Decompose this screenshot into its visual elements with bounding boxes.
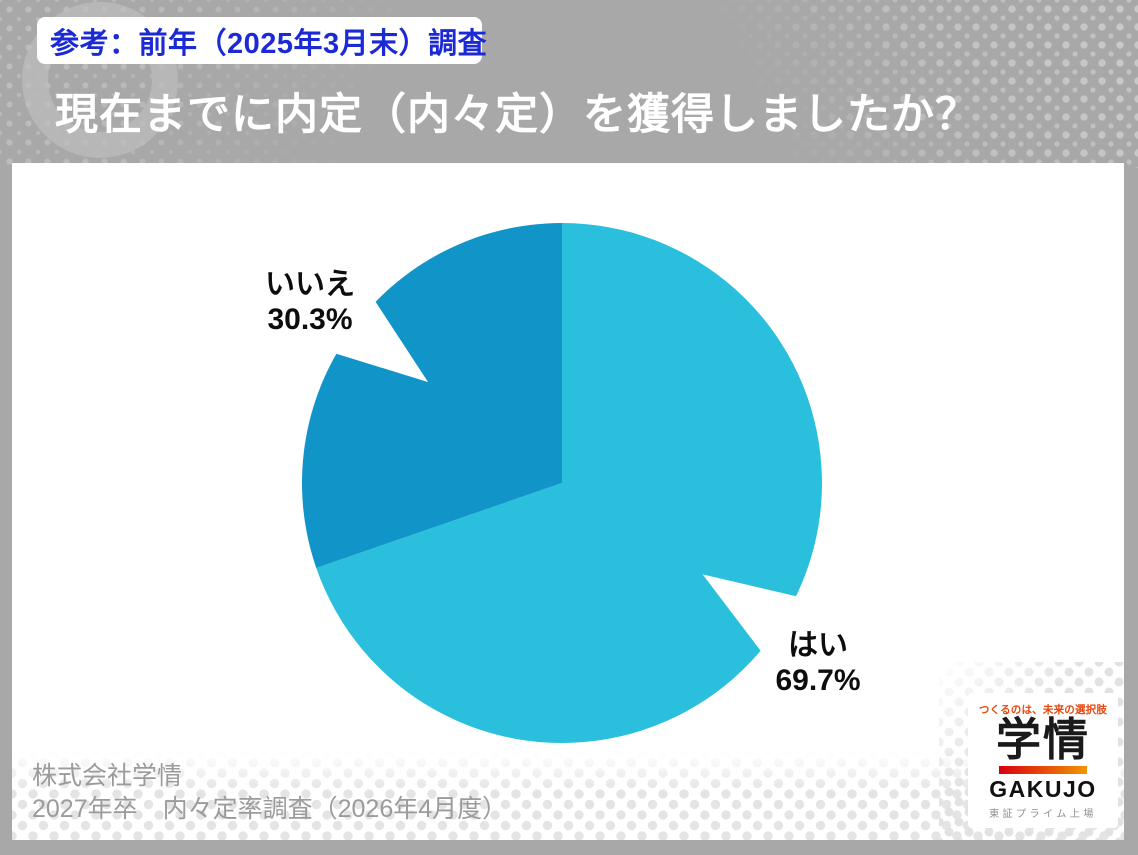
pie-label-yes: はい 69.7%	[775, 628, 860, 698]
halftone-dots-top-right	[598, 0, 1138, 168]
page-title: 現在までに内定（内々定）を獲得しましたか？	[55, 91, 979, 139]
pie-label-value-no: 30.3%	[267, 303, 353, 336]
reference-badge: 参考：前年（2025年3月末）調査	[37, 17, 487, 64]
source-company: 株式会社学情	[32, 762, 183, 790]
pie-label-category-no: いいえ	[265, 268, 355, 301]
pie-label-value-yes: 69.7%	[775, 664, 861, 697]
logo-kanji: 学情	[995, 714, 1090, 765]
pie-label-no: いいえ 30.3%	[265, 267, 355, 337]
pie-chart	[247, 223, 887, 743]
pie-callout-notch-no	[247, 224, 429, 383]
reference-badge-label: 参考：前年（2025年3月末）調査	[50, 27, 488, 60]
pie-callout-notch-yes	[702, 574, 887, 725]
gakujo-logo: つくるのは、未来の選択肢 学情 GAKUJO 東証プライム上場	[968, 693, 1118, 828]
pie-slice-no	[301, 223, 562, 568]
pie-slice-yes	[316, 223, 822, 743]
pie-label-category-yes: はい	[787, 629, 848, 662]
logo-gradient-bar	[999, 765, 1087, 774]
chart-panel: 株式会社学情 2027年卒 内々定率調査（2026年4月度） つくるのは、未来の…	[12, 163, 1124, 840]
halftone-dots-bottom	[12, 752, 1124, 840]
logo-listing: 東証プライム上場	[989, 808, 1097, 820]
logo-latin: GAKUJO	[989, 775, 1097, 802]
logo-tagline: つくるのは、未来の選択肢	[978, 704, 1108, 716]
source-note: 株式会社学情 2027年卒 内々定率調査（2026年4月度）	[32, 760, 507, 826]
source-survey: 2027年卒 内々定率調査（2026年4月度）	[32, 795, 508, 823]
